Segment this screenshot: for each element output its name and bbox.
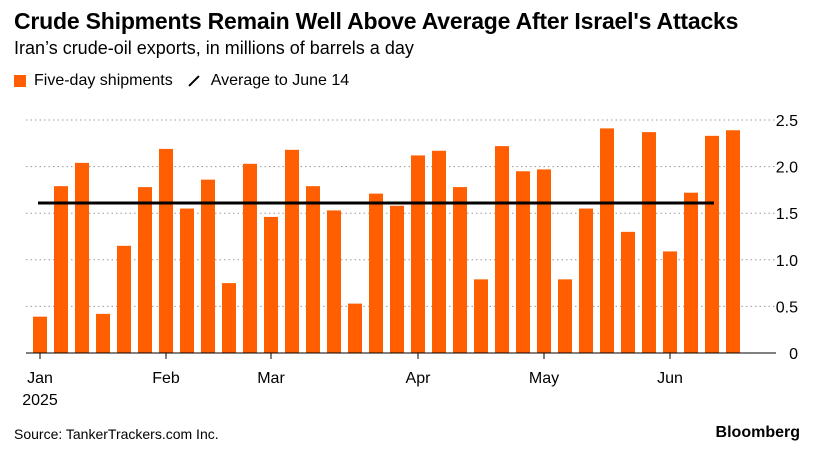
shipment-bar: [579, 208, 593, 353]
shipment-bar: [306, 186, 320, 353]
shipment-bar: [432, 150, 446, 353]
shipment-bar: [663, 251, 677, 353]
legend-item-average: Average to June 14: [187, 72, 349, 90]
shipment-bar: [621, 231, 635, 353]
shipment-bar: [516, 171, 530, 353]
bloomberg-logo: Bloomberg: [715, 424, 800, 441]
x-tick-sublabel: 2025: [22, 392, 58, 409]
shipment-bar: [285, 149, 299, 353]
legend-item-shipments: Five-day shipments: [14, 72, 173, 90]
shipment-bar: [726, 130, 740, 353]
x-tick-label: Mar: [257, 370, 285, 387]
shipment-bar: [180, 208, 194, 353]
y-tick-label: 1.5: [776, 206, 798, 223]
shipment-bar: [558, 279, 572, 353]
shipment-bar: [264, 216, 278, 353]
shipment-bar: [159, 148, 173, 353]
shipment-bar: [327, 210, 341, 353]
shipment-bar: [684, 192, 698, 353]
legend-label-average: Average to June 14: [210, 72, 350, 89]
shipment-bar: [390, 205, 404, 353]
shipment-bar: [411, 155, 425, 353]
shipment-bar: [201, 179, 215, 353]
chart-subtitle: Iran’s crude-oil exports, in millions of…: [14, 38, 414, 58]
shipment-bar: [117, 245, 131, 353]
shipment-bar: [369, 193, 383, 353]
x-tick-label: Jan: [27, 370, 53, 387]
chart-title: Crude Shipments Remain Well Above Averag…: [14, 8, 739, 34]
x-tick-label: Feb: [152, 370, 180, 387]
shipment-bar: [705, 135, 719, 353]
bar-layer: [33, 128, 740, 353]
legend-swatch-bar-icon: [14, 75, 26, 87]
shipment-bar: [222, 283, 236, 353]
shipment-bar: [54, 186, 68, 353]
y-tick-label: 2.0: [776, 160, 798, 177]
shipment-bar: [642, 132, 656, 353]
y-tick-label: 2.5: [776, 113, 798, 130]
shipment-bar: [474, 279, 488, 353]
shipment-bar: [537, 169, 551, 353]
shipment-bar: [243, 163, 257, 353]
x-tick-label: May: [529, 370, 559, 387]
y-tick-label: 0.5: [776, 299, 798, 316]
shipment-bar: [33, 316, 47, 353]
y-tick-label: 1.0: [776, 253, 798, 270]
shipment-bar: [75, 162, 89, 353]
legend-label-shipments: Five-day shipments: [34, 72, 173, 89]
shipment-bar: [348, 303, 362, 353]
source-note: Source: TankerTrackers.com Inc.: [14, 426, 219, 442]
shipment-bar: [96, 313, 110, 353]
shipment-bar: [600, 128, 614, 353]
shipment-bar: [138, 187, 152, 353]
x-tick-label: Jun: [657, 370, 683, 387]
shipment-bar: [453, 187, 467, 353]
chart-legend: Five-day shipments Average to June 14: [14, 70, 363, 92]
axis-layer: 0 0.5 1.0 1.5 2.0 2.5 Jan 2025 Feb Mar Apr May Jun: [22, 113, 798, 409]
y-tick-label: 0: [789, 346, 798, 363]
shipment-bar: [495, 146, 509, 353]
x-tick-label: Apr: [406, 370, 432, 387]
